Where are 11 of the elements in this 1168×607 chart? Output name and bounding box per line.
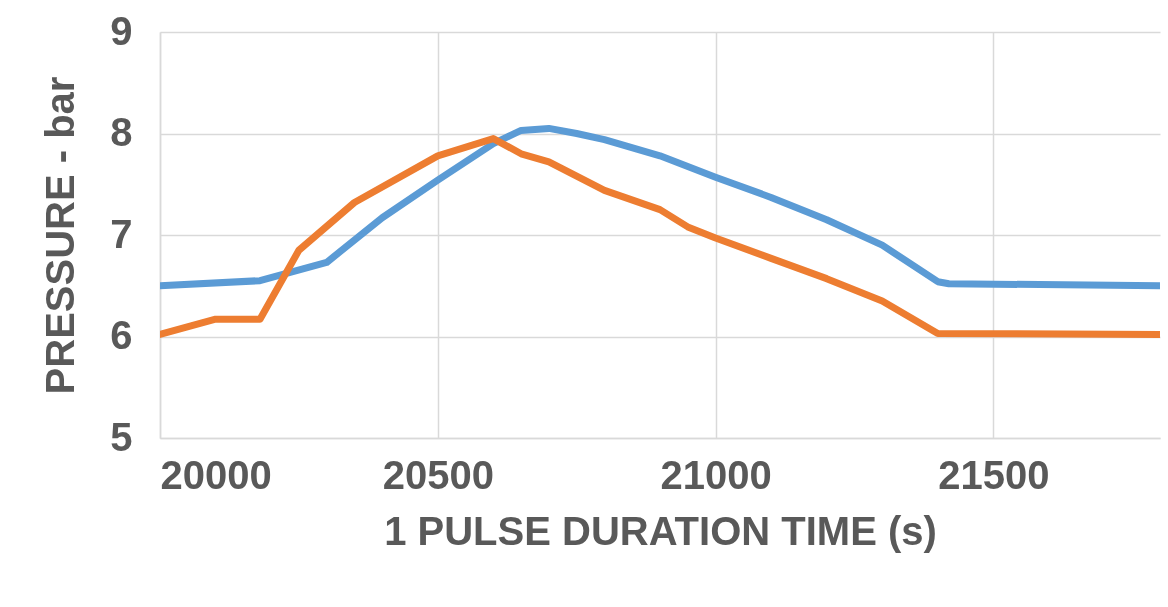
y-tick-label: 8 [110, 110, 133, 154]
y-tick-label: 9 [110, 8, 133, 53]
x-tick-label: 20000 [160, 452, 272, 497]
x-tick-label: 21000 [660, 452, 772, 497]
x-tick-label: 20500 [382, 452, 494, 497]
y-tick-label: 7 [110, 211, 133, 256]
x-axis-title: 1 PULSE DURATION TIME (s) [384, 508, 937, 553]
y-tick-label: 5 [110, 414, 133, 459]
y-axis-title: PRESSURE - bar [38, 76, 83, 395]
x-tick-label: 21500 [938, 452, 1050, 497]
y-tick-label: 6 [110, 313, 133, 357]
